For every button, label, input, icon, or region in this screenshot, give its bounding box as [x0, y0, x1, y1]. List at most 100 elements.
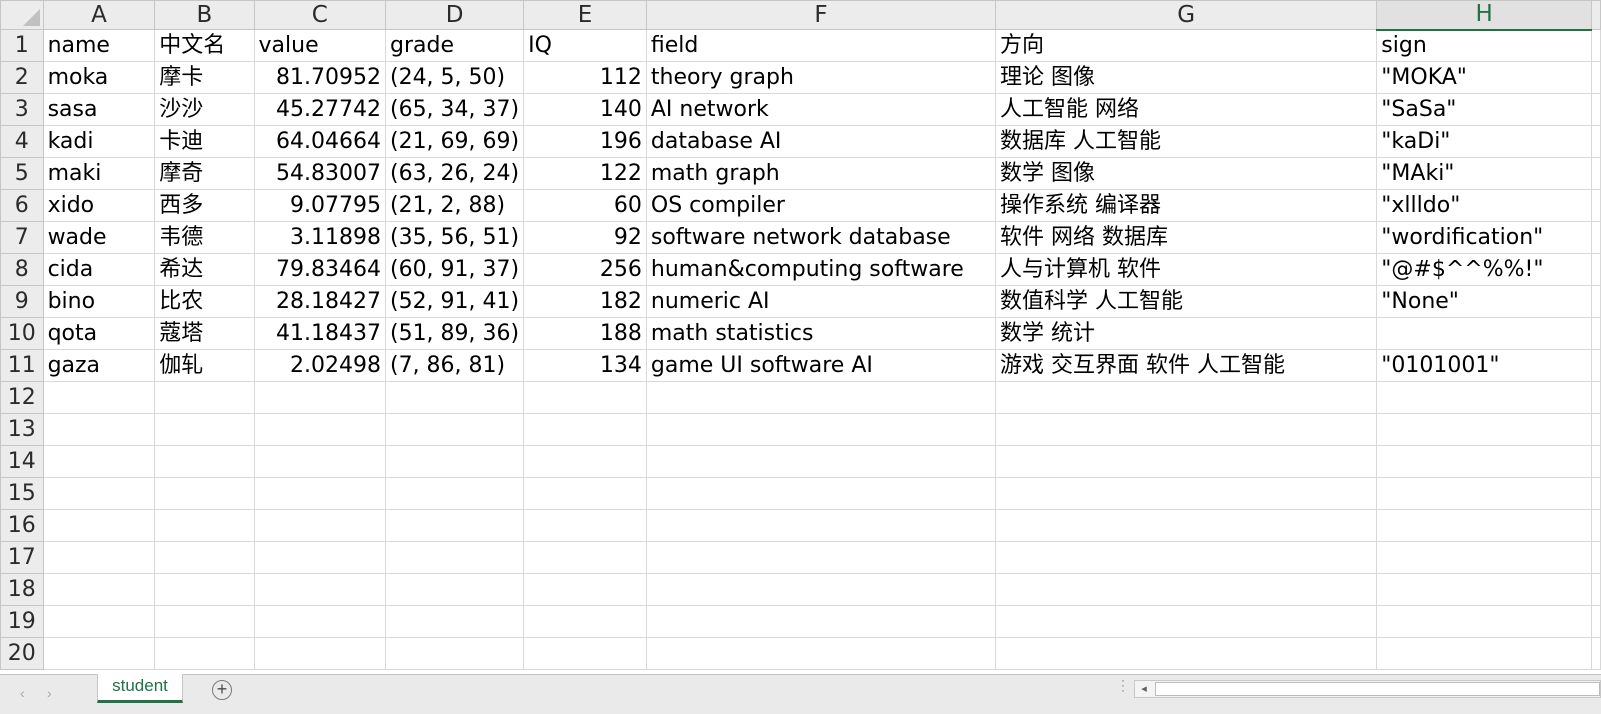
cell-a10[interactable]: qota	[42, 317, 156, 350]
cell-e17[interactable]	[523, 541, 647, 574]
cell-d3[interactable]: (65, 34, 37)	[384, 93, 525, 126]
cell-c6[interactable]: 9.07795	[253, 189, 386, 222]
cell-e6[interactable]: 60	[523, 189, 647, 222]
cell-a2[interactable]: moka	[42, 61, 156, 94]
select-all-corner[interactable]	[0, 0, 44, 30]
cell-h9[interactable]: "None"	[1376, 285, 1592, 318]
cell-b3[interactable]: 沙沙	[154, 93, 255, 126]
cell-next[interactable]	[1591, 285, 1601, 318]
cell-d7[interactable]: (35, 56, 51)	[384, 221, 525, 254]
plus-circle-icon[interactable]: +	[212, 680, 232, 700]
cell-b5[interactable]: 摩奇	[154, 157, 255, 190]
cell-next[interactable]	[1591, 221, 1601, 254]
cell-g17[interactable]	[995, 541, 1378, 574]
cell-c20[interactable]	[253, 637, 386, 670]
cell-b12[interactable]	[154, 381, 255, 414]
cell-e9[interactable]: 182	[523, 285, 647, 318]
cell-next[interactable]	[1591, 573, 1601, 606]
cell-c9[interactable]: 28.18427	[253, 285, 386, 318]
row-header[interactable]: 9	[0, 285, 44, 318]
cell-c11[interactable]: 2.02498	[253, 349, 386, 382]
cell-f16[interactable]	[645, 509, 997, 542]
triangle-left-icon[interactable]: ◂	[1141, 683, 1147, 695]
column-header-f[interactable]: F	[645, 0, 997, 30]
cell-next[interactable]	[1591, 509, 1601, 542]
row-header[interactable]: 14	[0, 445, 44, 478]
scrollbar-thumb[interactable]	[1155, 682, 1600, 696]
cell-f11[interactable]: game UI software AI	[645, 349, 997, 382]
cell-b14[interactable]	[154, 445, 255, 478]
cell-next[interactable]	[1591, 477, 1601, 510]
cell-b7[interactable]: 韦德	[154, 221, 255, 254]
horizontal-scrollbar[interactable]: ◂	[1134, 680, 1601, 698]
cell-e10[interactable]: 188	[523, 317, 647, 350]
chevron-left-icon[interactable]: ‹	[20, 685, 25, 701]
cell-e4[interactable]: 196	[523, 125, 647, 158]
cell-f9[interactable]: numeric AI	[645, 285, 997, 318]
cell-b15[interactable]	[154, 477, 255, 510]
cell-next[interactable]	[1591, 317, 1601, 350]
cell-d4[interactable]: (21, 69, 69)	[384, 125, 525, 158]
cell-next[interactable]	[1591, 125, 1601, 158]
row-header[interactable]: 10	[0, 317, 44, 350]
cell-c19[interactable]	[253, 605, 386, 638]
cell-b11[interactable]: 伽轧	[154, 349, 255, 382]
cell-b1[interactable]: 中文名	[154, 29, 255, 62]
cell-f17[interactable]	[645, 541, 997, 574]
cell-d13[interactable]	[384, 413, 525, 446]
cell-f3[interactable]: AI network	[645, 93, 997, 126]
cell-g11[interactable]: 游戏 交互界面 软件 人工智能	[995, 349, 1378, 382]
cell-h1[interactable]: sign	[1376, 29, 1592, 62]
row-header[interactable]: 17	[0, 541, 44, 574]
cell-g12[interactable]	[995, 381, 1378, 414]
cell-a3[interactable]: sasa	[42, 93, 156, 126]
cell-g14[interactable]	[995, 445, 1378, 478]
cell-h3[interactable]: "SaSa"	[1376, 93, 1592, 126]
row-header[interactable]: 3	[0, 93, 44, 126]
cell-b18[interactable]	[154, 573, 255, 606]
cell-c1[interactable]: value	[253, 29, 386, 62]
cell-b17[interactable]	[154, 541, 255, 574]
cell-c18[interactable]	[253, 573, 386, 606]
row-header[interactable]: 12	[0, 381, 44, 414]
cell-b19[interactable]	[154, 605, 255, 638]
cell-g18[interactable]	[995, 573, 1378, 606]
cell-e8[interactable]: 256	[523, 253, 647, 286]
cell-h12[interactable]	[1376, 381, 1592, 414]
cell-e20[interactable]	[523, 637, 647, 670]
row-header[interactable]: 6	[0, 189, 44, 222]
cell-b20[interactable]	[154, 637, 255, 670]
cell-f1[interactable]: field	[645, 29, 997, 62]
chevron-right-icon[interactable]: ›	[47, 685, 52, 701]
cell-c10[interactable]: 41.18437	[253, 317, 386, 350]
cell-d9[interactable]: (52, 91, 41)	[384, 285, 525, 318]
cell-g13[interactable]	[995, 413, 1378, 446]
cell-f8[interactable]: human&computing software	[645, 253, 997, 286]
cell-g19[interactable]	[995, 605, 1378, 638]
cell-a6[interactable]: xido	[42, 189, 156, 222]
row-header[interactable]: 13	[0, 413, 44, 446]
cell-g4[interactable]: 数据库 人工智能	[995, 125, 1378, 158]
cell-e18[interactable]	[523, 573, 647, 606]
cell-d10[interactable]: (51, 89, 36)	[384, 317, 525, 350]
cell-g5[interactable]: 数学 图像	[995, 157, 1378, 190]
cell-g15[interactable]	[995, 477, 1378, 510]
cell-e1[interactable]: IQ	[523, 29, 647, 62]
cell-c13[interactable]	[253, 413, 386, 446]
cell-c3[interactable]: 45.27742	[253, 93, 386, 126]
row-header[interactable]: 7	[0, 221, 44, 254]
spreadsheet-grid[interactable]: A B C D E F G H 1 name 中文名 value grade IQ field 方向 sign 2…	[0, 0, 1601, 670]
cell-a13[interactable]	[42, 413, 156, 446]
cell-g7[interactable]: 软件 网络 数据库	[995, 221, 1378, 254]
column-header-a[interactable]: A	[42, 0, 156, 30]
row-header[interactable]: 19	[0, 605, 44, 638]
cell-h18[interactable]	[1376, 573, 1592, 606]
cell-a1[interactable]: name	[42, 29, 156, 62]
cell-b9[interactable]: 比农	[154, 285, 255, 318]
cell-d8[interactable]: (60, 91, 37)	[384, 253, 525, 286]
cell-next[interactable]	[1591, 445, 1601, 478]
cell-h5[interactable]: "MAki"	[1376, 157, 1592, 190]
cell-d1[interactable]: grade	[384, 29, 525, 62]
cell-d12[interactable]	[384, 381, 525, 414]
cell-next[interactable]	[1591, 413, 1601, 446]
